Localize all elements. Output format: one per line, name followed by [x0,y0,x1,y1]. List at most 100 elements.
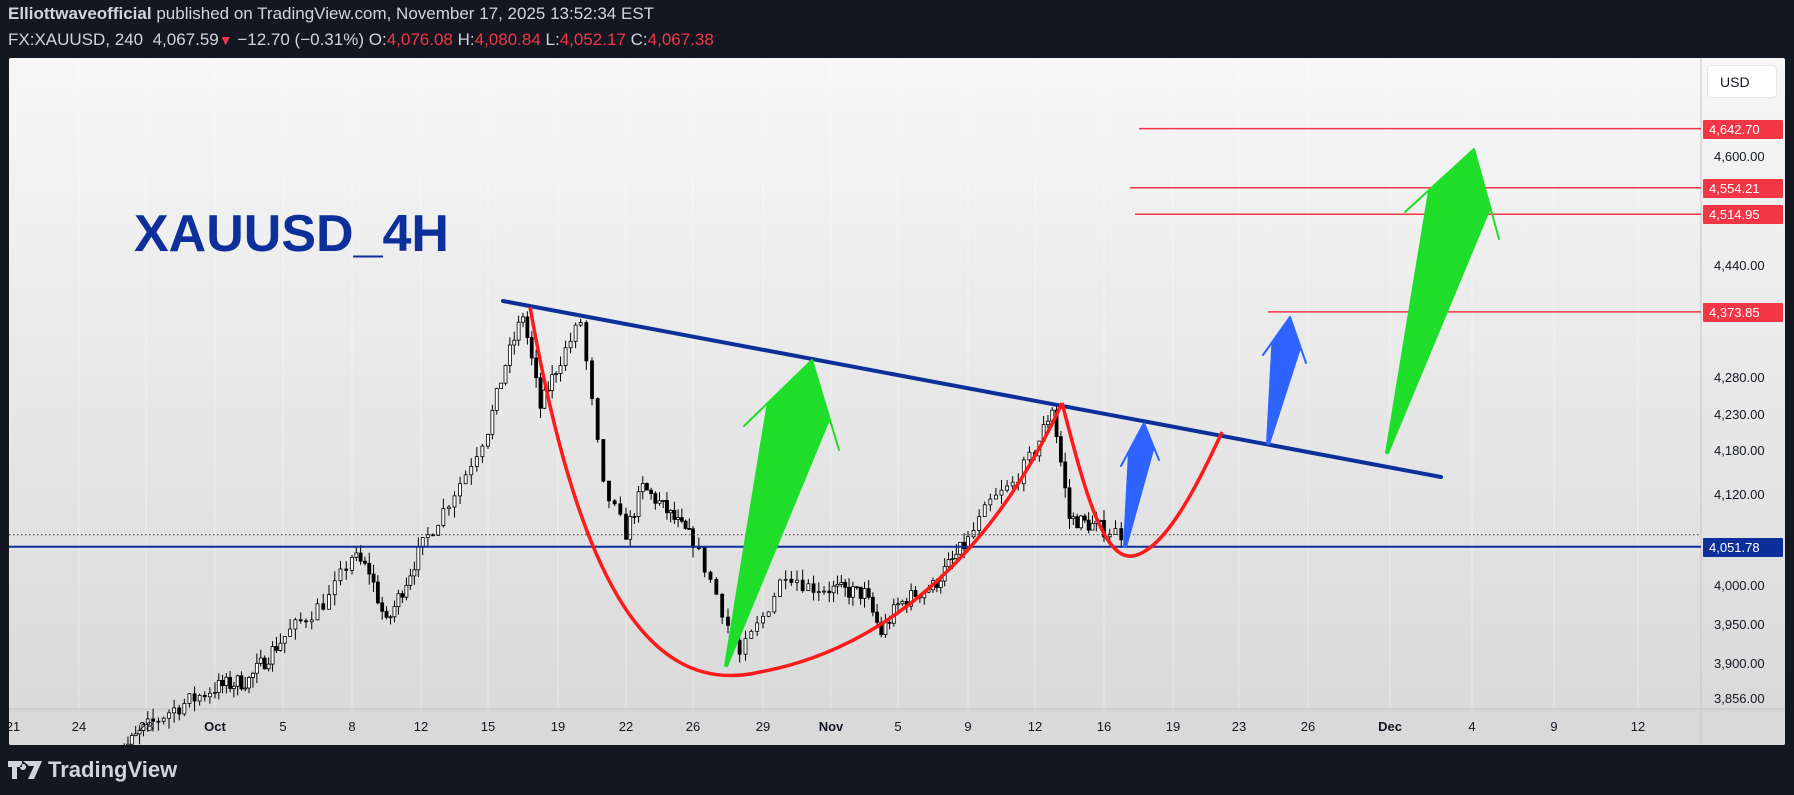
candle [358,552,363,562]
candle [507,344,512,366]
chart-panel[interactable]: XAUUSD_4H USD 4,600.00 4,440.00 4,280.00 4,… [9,58,1785,745]
candle [1046,420,1050,425]
candle [396,593,401,607]
open-value: 4,076.08 [386,30,453,49]
candle [177,707,182,715]
candle [618,503,623,515]
candle [156,720,161,723]
candle [601,439,606,482]
candle [1113,528,1118,535]
candle [772,595,777,613]
candle [332,580,337,595]
candle [207,692,212,698]
candle [490,409,495,435]
candle [624,513,628,540]
price-tick-label: 4,600.00 [1714,149,1765,164]
candle [800,579,805,592]
author-name: Elliottwaveofficial [8,4,152,23]
candle [816,591,821,594]
high-value: 4,080.84 [474,30,541,49]
candle [661,499,666,502]
candle [806,583,811,592]
candle [702,547,707,573]
candle [425,534,430,538]
time-tick-label: 22 [618,719,634,734]
candle [870,596,875,613]
candle [503,365,508,384]
candle [676,517,681,520]
candle [866,588,871,598]
price-tick-label: 3,950.00 [1714,616,1765,632]
candle [1027,451,1032,461]
candle [187,693,192,704]
candle [835,583,840,587]
candle [1086,519,1091,531]
time-tick-label: 26 [1300,719,1316,734]
candle [668,509,673,514]
candle [628,516,633,540]
blue-arrow-icon [1262,316,1307,446]
candle [875,611,879,623]
candle [220,680,225,687]
candle [216,680,221,693]
candle [811,583,816,593]
candle [145,718,150,726]
candle [258,657,263,664]
brand-name: TradingView [48,757,178,782]
tradingview-logo[interactable]: TradingView [8,757,177,783]
candle [251,672,255,678]
open-label: O: [368,30,387,49]
candle [755,622,760,632]
candle [883,621,888,636]
candle [1075,516,1080,529]
candle [595,398,600,440]
close-value: 4,067.38 [647,30,714,49]
candle [607,480,611,502]
candle [632,516,637,518]
time-tick-label: 29 [755,719,771,734]
price-tick-label: 4,180.00 [1714,443,1765,459]
candle [529,337,534,359]
candle [578,322,583,326]
candle [270,646,275,665]
candle [612,500,617,505]
candle [687,528,692,530]
low-value: 4,052.17 [559,30,626,49]
candle [213,691,217,694]
candle [558,365,563,374]
time-tick-label: 24 [71,719,87,734]
time-tick-label: 15 [480,719,496,734]
price-level-label: 4,642.70 [1703,119,1783,139]
candle [525,316,530,338]
price-tick-label: 4,000.00 [1714,578,1765,594]
candle [1090,522,1095,531]
candle [182,703,187,715]
candle [896,603,900,606]
candle [469,466,474,476]
candle [309,619,314,623]
candle [691,528,695,548]
candle [321,603,326,610]
last-price: 4,067.59 [152,30,219,49]
candle [542,389,547,409]
candle [239,675,244,690]
price-chart[interactable] [9,58,1785,745]
low-label: L: [545,30,560,49]
candle [649,489,654,494]
candle [129,735,134,745]
currency-button[interactable]: USD [1707,65,1777,98]
price-tick-label: 4,440.00 [1714,257,1765,273]
candle [726,616,730,626]
price-tick-label: 4,230.00 [1714,406,1765,422]
candle [795,579,799,583]
time-tick-label: Nov [818,719,844,734]
candle [350,556,354,571]
candle [862,588,867,599]
time-tick-label: 23 [1231,719,1247,734]
candle [900,600,905,605]
candle [789,578,794,583]
candle [766,611,771,617]
candle [231,685,236,689]
candle [887,621,892,624]
candle [708,571,713,580]
